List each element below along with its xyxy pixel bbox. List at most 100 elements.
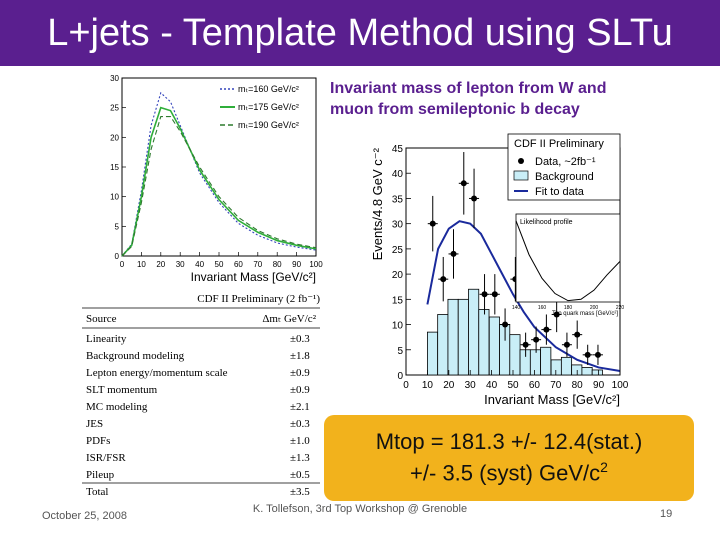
- background-bar: [591, 369, 603, 376]
- data-point: [584, 351, 591, 358]
- background-bar: [478, 309, 490, 376]
- data-point: [502, 321, 509, 328]
- table-cell-delta: ±0.3: [290, 333, 310, 345]
- table-cell-source: Total: [86, 486, 108, 498]
- data-point: [429, 220, 436, 227]
- y-tick-label: 30: [110, 74, 119, 83]
- table-cell-source: PDFs: [86, 435, 110, 447]
- x-tick-label: 100: [309, 260, 323, 269]
- table-cell-source: MC modeling: [86, 401, 148, 413]
- background-bar: [581, 367, 593, 376]
- slide-title: L+jets - Template Method using SLTu: [47, 12, 673, 54]
- plot-caption: Invariant mass of lepton from W and muon…: [330, 80, 607, 118]
- inset-x-axis-label: Top quark mass [GeV/c²]: [552, 311, 618, 317]
- x-tick-label: 90: [292, 260, 301, 269]
- x-tick-label: 10: [422, 380, 434, 391]
- data-point: [450, 250, 457, 257]
- inset-x-tick-label: 160: [538, 305, 547, 311]
- table-cell-delta: ±2.1: [290, 401, 310, 413]
- result-box: Mtop = 181.3 +/- 12.4(stat.) +/- 3.5 (sy…: [324, 415, 694, 501]
- x-tick-label: 80: [273, 260, 282, 269]
- background-bar: [427, 331, 439, 376]
- y-tick-label: 45: [392, 144, 404, 155]
- y-tick-label: 10: [110, 193, 119, 202]
- y-tick-label: 40: [392, 169, 404, 180]
- y-tick-label: 0: [397, 371, 403, 382]
- background-bar: [488, 316, 500, 376]
- table-cell-delta: ±0.9: [290, 384, 310, 396]
- background-bar: [540, 346, 552, 376]
- y-tick-label: 20: [392, 270, 404, 281]
- inset-title: Likelihood profile: [520, 219, 573, 226]
- table-cell-source: JES: [86, 418, 103, 430]
- systematics-table: CDF II Preliminary (2 fb⁻¹) Source Δmₜ GeV…: [82, 293, 320, 498]
- legend-label: Fit to data: [535, 186, 585, 198]
- legend-label: mₜ=190 GeV/c²: [238, 120, 299, 130]
- result-line-1: Mtop = 181.3 +/- 12.4(stat.): [375, 429, 643, 454]
- data-point: [553, 311, 560, 318]
- table-cell-delta: ±0.3: [290, 418, 310, 430]
- result-superscript: 2: [600, 459, 608, 475]
- table-cell-source: Linearity: [86, 333, 127, 345]
- y-tick-label: 30: [392, 220, 404, 231]
- chart-title: CDF II Preliminary: [514, 138, 604, 150]
- background-bar: [529, 349, 542, 376]
- template-curve: [121, 116, 317, 257]
- y-tick-label: 5: [115, 222, 120, 231]
- y-tick-label: 25: [392, 245, 404, 256]
- x-tick-label: 50: [507, 380, 519, 391]
- footer-date: October 25, 2008: [42, 510, 128, 522]
- legend-data-marker: [518, 158, 524, 164]
- legend-label: mₜ=160 GeV/c²: [238, 84, 299, 94]
- page-number: 19: [660, 508, 673, 520]
- x-tick-label: 20: [443, 380, 455, 391]
- background-bar: [468, 288, 480, 376]
- x-axis-label: Invariant Mass [GeV/c²]: [484, 392, 620, 407]
- data-point: [522, 341, 529, 348]
- y-tick-label: 25: [110, 104, 119, 113]
- x-tick-label: 100: [612, 380, 629, 391]
- x-tick-label: 60: [234, 260, 243, 269]
- table-header-delta: Δmₜ GeV/c²: [262, 313, 316, 325]
- inset-x-tick-label: 220: [616, 305, 625, 311]
- table-cell-source: Lepton energy/momentum scale: [86, 367, 228, 379]
- inset-x-tick-label: 140: [512, 305, 521, 311]
- footer-author: K. Tollefson, 3rd Top Workshop @ Grenobl…: [252, 503, 468, 515]
- left-figure: 0 10 20 30 40 50 60 70 80 90 100 0 5 10 15 20 25 30 Invari…: [82, 74, 323, 498]
- table-header-source: Source: [86, 313, 117, 325]
- x-tick-label: 0: [120, 260, 125, 269]
- background-bar: [447, 298, 459, 376]
- title-bar: [0, 0, 720, 66]
- template-chart: 0 10 20 30 40 50 60 70 80 90 100 0 5 10 15 20 25 30 Invari…: [110, 74, 323, 284]
- x-tick-label: 80: [572, 380, 584, 391]
- data-point: [491, 291, 498, 298]
- data-point: [481, 291, 488, 298]
- x-tick-label: 30: [176, 260, 185, 269]
- data-point: [543, 326, 550, 333]
- legend-box: [507, 133, 621, 201]
- y-tick-label: 15: [110, 163, 119, 172]
- y-tick-label: 35: [392, 194, 404, 205]
- legend-label: mₜ=175 GeV/c²: [238, 102, 299, 112]
- x-tick-label: 40: [195, 260, 204, 269]
- y-tick-label: 0: [115, 252, 120, 261]
- inset-x-tick-label: 200: [590, 305, 599, 311]
- x-tick-label: 20: [156, 260, 165, 269]
- background-bar: [457, 298, 469, 376]
- right-figure: 0 10 20 30 40 50 60 70 80 90 100 0 5 10 15 20 25 30 35 40 45…: [370, 133, 629, 407]
- y-tick-label: 5: [397, 346, 403, 357]
- table-cell-delta: ±3.5: [290, 486, 310, 498]
- table-cell-delta: ±0.9: [290, 367, 310, 379]
- x-tick-label: 70: [550, 380, 562, 391]
- x-tick-label: 40: [486, 380, 498, 391]
- background-bar: [571, 364, 583, 376]
- inset-frame: [515, 213, 621, 303]
- result-line-2-text: +/- 3.5 (syst) GeV/c: [410, 460, 601, 486]
- x-tick-label: 0: [403, 380, 409, 391]
- fit-curve: [426, 220, 621, 372]
- table-cell-delta: ±1.3: [290, 452, 310, 464]
- data-point: [460, 180, 467, 187]
- background-bar: [560, 356, 573, 376]
- background-bar: [509, 334, 521, 376]
- data-point: [471, 195, 478, 202]
